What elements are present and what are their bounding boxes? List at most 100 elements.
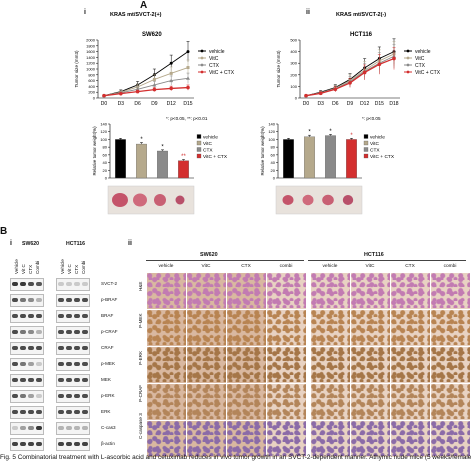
blot-strip — [56, 294, 90, 307]
ihc-tile — [430, 272, 471, 310]
blot-band — [74, 329, 80, 334]
ihc-tile — [350, 383, 391, 421]
legend-label: VitC — [370, 141, 380, 147]
ihc-tile — [226, 272, 267, 310]
x-tick-label: D12 — [167, 101, 176, 107]
significance-label: * — [140, 137, 143, 143]
ihc-tile — [146, 272, 187, 310]
ihc-tile — [390, 420, 431, 458]
line-chart-1-title: SW620 — [142, 32, 162, 38]
series-line — [103, 67, 189, 97]
ihc-tile — [146, 383, 187, 421]
y-tick-label: 100 — [268, 137, 275, 142]
blot-band — [74, 297, 80, 302]
y-axis-label: Tumor size (mm3) — [276, 50, 281, 88]
blot-band — [12, 393, 18, 398]
blot-strip — [10, 294, 44, 307]
legend-label: VitC — [209, 56, 219, 62]
blot-band — [12, 329, 18, 334]
bar — [178, 160, 189, 179]
blot-strip — [10, 358, 44, 371]
protein-label: ERK — [101, 409, 111, 414]
blot-band — [82, 329, 88, 334]
bar — [304, 136, 315, 179]
data-point — [169, 61, 173, 65]
blot-band — [66, 345, 72, 350]
blot-strip — [10, 278, 44, 291]
y-tick-label: 100 — [290, 84, 297, 89]
legend-marker — [200, 49, 204, 53]
y-tick-label: 2000 — [86, 38, 96, 43]
legend-swatch — [196, 153, 202, 159]
y-tick-label: 60 — [271, 152, 276, 157]
blot-strip — [10, 422, 44, 435]
ihc-tile — [226, 420, 267, 458]
y-axis-label: Relative tumor weight(%) — [92, 126, 97, 176]
ihc-tile — [390, 309, 431, 347]
legend-label: VitC + CTX — [370, 154, 395, 160]
blot-strip — [10, 438, 44, 451]
y-axis-label: Tumor size (mm3) — [74, 50, 79, 88]
blot-band — [82, 345, 88, 350]
significance-label: * — [350, 133, 353, 139]
blot-strip — [56, 390, 90, 403]
blot-band — [74, 361, 80, 366]
legend-marker — [406, 63, 410, 67]
blot-band — [74, 281, 80, 286]
figure-caption: Fig. 5 Combinatorial treatment with L-as… — [0, 454, 472, 461]
blot-band — [82, 441, 88, 446]
legend-label: CTX — [415, 63, 426, 69]
ihc-tile — [390, 346, 431, 384]
ihc-row-label: P-MEK — [138, 312, 143, 328]
blot-band — [28, 345, 34, 350]
blot-band — [82, 425, 88, 430]
x-tick-label: D3 — [317, 101, 324, 107]
bar — [346, 139, 357, 179]
tumor-vitc — [302, 194, 314, 206]
blot-band — [36, 313, 42, 318]
y-tick-label: 300 — [290, 61, 297, 66]
blot-band — [20, 345, 26, 350]
legend-marker — [406, 56, 410, 60]
legend-label: VitC + CTX — [203, 154, 228, 160]
ihc-tile — [310, 309, 351, 347]
blot-band — [58, 281, 64, 286]
blot-band — [66, 313, 72, 318]
tumor-photo-hct116 — [275, 185, 363, 215]
blot-band — [58, 425, 64, 430]
y-tick-label: 1600 — [86, 49, 96, 54]
blot-strip — [56, 438, 90, 451]
ihc-tile — [390, 272, 431, 310]
lane-label: Combi — [81, 260, 86, 274]
blot-band — [66, 425, 72, 430]
ihc-tile — [310, 420, 351, 458]
blot-band — [20, 361, 26, 366]
blot-band — [58, 393, 64, 398]
pvalue-note-sw620: *: p<0.05, **: p<0.01 — [166, 116, 208, 121]
blot-band — [12, 409, 18, 414]
y-tick-label: 40 — [271, 160, 276, 165]
blot-strip — [56, 406, 90, 419]
y-tick-label: 100 — [100, 137, 107, 142]
data-point — [377, 62, 382, 67]
blot-strip — [56, 342, 90, 355]
ihc-sw620-title: SW620 — [200, 252, 218, 258]
blot-band — [58, 409, 64, 414]
bar — [136, 143, 147, 179]
blot-band — [20, 441, 26, 446]
blot-band — [58, 313, 64, 318]
x-tick-label: D9 — [347, 101, 354, 107]
blot-band — [12, 425, 18, 430]
y-tick-label: 80 — [271, 145, 276, 150]
blot-band — [20, 377, 26, 382]
protein-label: p-CRAF — [101, 329, 118, 334]
blot-band — [20, 329, 26, 334]
series-line — [103, 86, 189, 97]
blot-band — [12, 297, 18, 302]
ihc-tile — [430, 346, 471, 384]
y-tick-label: 140 — [100, 122, 107, 127]
tumor-photo-sw620 — [107, 185, 195, 215]
blot-band — [20, 313, 26, 318]
